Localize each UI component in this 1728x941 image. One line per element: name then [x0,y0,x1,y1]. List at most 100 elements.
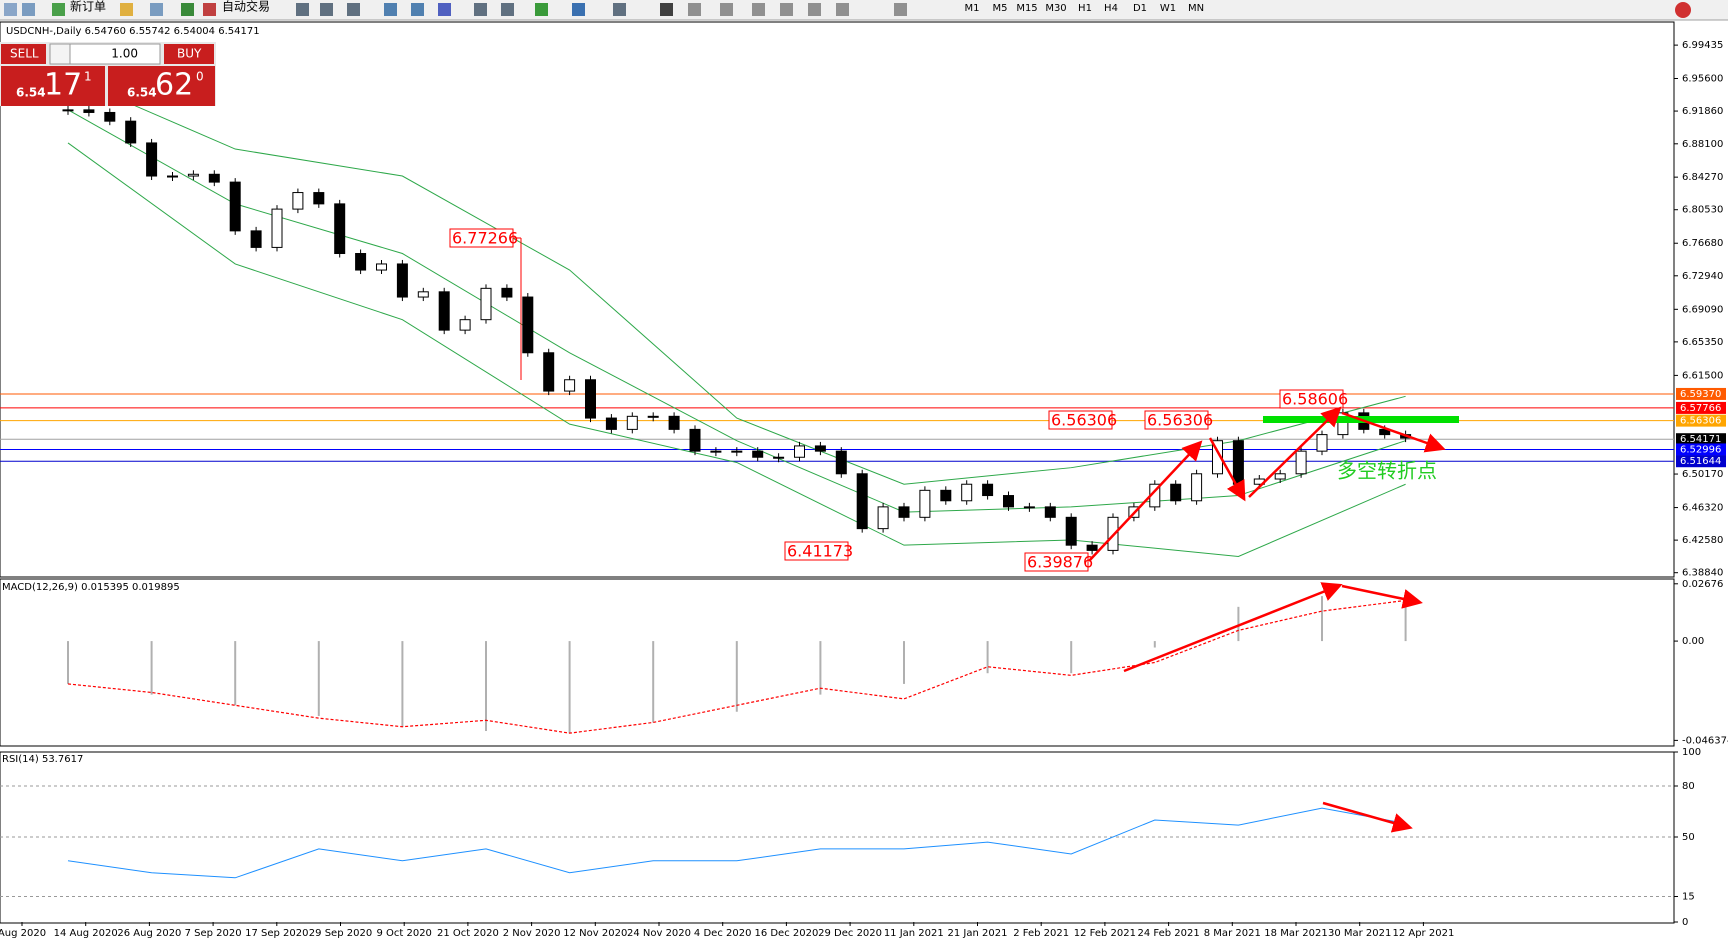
candle [1232,440,1244,485]
icon[interactable] [384,3,397,16]
timeframe[interactable]: MN [1188,3,1204,14]
candle [1295,450,1307,475]
candle [1191,473,1203,502]
icon[interactable] [181,3,194,16]
buy-label[interactable]: BUY [177,47,202,61]
y-tick-label: 6.50170 [1682,469,1723,480]
arrow [1248,406,1342,498]
timeframe[interactable]: D1 [1133,3,1147,14]
arrows [1088,406,1446,833]
new-order-icon[interactable] [52,3,65,16]
timeframe[interactable]: W1 [1160,3,1176,14]
histogram-bar [819,641,822,695]
y-tick-label: 6.69090 [1682,304,1723,315]
annotation: 6.56306 [1147,411,1213,430]
series-line [67,599,1406,734]
candle [961,483,973,502]
icon[interactable] [808,3,821,16]
macd-title: MACD(12,26,9) 0.015395 0.019895 [2,582,180,593]
timeframe[interactable]: M5 [993,3,1008,14]
candle [626,415,638,430]
timeframe[interactable]: H4 [1104,3,1118,14]
y-tick-label: 50 [1682,832,1695,843]
y-tick-label: 6.88100 [1682,139,1723,150]
icon[interactable] [572,3,585,16]
candle [376,263,387,271]
candle [208,173,220,183]
timeframe[interactable]: M15 [1016,3,1037,14]
buy-button[interactable] [164,44,214,64]
y-tick-label: -0.046374 [1682,735,1728,746]
timeframe[interactable]: H1 [1078,3,1092,14]
x-tick-label: 7 Sep 2020 [185,928,242,939]
lot-spinner[interactable] [49,43,71,65]
x-tick-label: 21 Oct 2020 [437,928,499,939]
icon[interactable] [347,3,360,16]
arrow [1341,584,1423,609]
sell-label[interactable]: SELL [10,47,39,61]
lot-value[interactable]: 1.00 [111,47,138,61]
sell-button[interactable] [1,44,46,64]
icon[interactable] [4,3,17,16]
icon[interactable] [150,3,163,16]
histogram-bar [485,641,487,732]
alert-icon[interactable] [1675,2,1691,18]
level-label: 6.57766 [1680,403,1721,414]
candle [501,287,513,298]
icon[interactable] [474,3,487,16]
x-tick-label: 21 Jan 2021 [948,928,1008,939]
icon[interactable] [720,3,733,16]
toolbar-items: 新订单 自动交易 M1 M5 M15 M30 H1 H4 D1 W1 MN [4,0,1691,18]
candle [835,450,847,475]
x-tick-label: 2 Nov 2020 [503,928,561,939]
lot-input[interactable] [69,43,161,65]
auto-trading[interactable]: 自动交易 [222,0,270,14]
icon[interactable] [120,3,133,16]
icon[interactable] [22,3,35,16]
candle [585,379,596,419]
icon[interactable] [501,3,514,16]
x-tick-label: 11 Jan 2021 [884,928,944,939]
histogram-bar [1237,606,1240,642]
candle [877,506,889,530]
icon[interactable] [535,3,548,16]
icon[interactable] [752,3,765,16]
icon[interactable] [660,3,673,16]
sell-price[interactable] [1,66,105,106]
series-line [67,807,1406,879]
histogram-bar [568,641,571,734]
histogram-bar [1153,641,1156,648]
icon[interactable] [613,3,626,16]
new-order[interactable]: 新订单 [70,0,106,14]
level-label: 6.52996 [1680,444,1721,455]
annotation-box [784,541,849,561]
icon[interactable] [438,3,451,16]
candle [313,192,325,205]
candle [83,109,95,113]
icon[interactable] [411,3,424,16]
icon[interactable] [780,3,793,16]
candle [940,489,952,502]
candle [1274,473,1286,480]
y-tick-label: 0.00 [1682,636,1704,647]
timeframe[interactable]: M1 [965,3,980,14]
icon[interactable] [894,3,907,16]
candle [919,489,931,518]
icon[interactable] [688,3,701,16]
icon[interactable] [836,3,849,16]
x-tick-label: 12 Apr 2021 [1392,928,1454,939]
y-tick-label: 6.76680 [1682,238,1723,249]
y-tick-label: 0.02676 [1682,579,1723,590]
arrow [1088,440,1203,562]
level-label-bg [1676,387,1726,400]
icon[interactable] [320,3,333,16]
x-tick-label: Aug 2020 [0,928,46,939]
timeframe[interactable]: M30 [1045,3,1066,14]
plots: 6.99435 6.95600 6.91860 6.88100 6.84270 6.805… [0,40,1728,939]
histogram-bar [234,641,237,706]
buy-price[interactable] [108,66,215,106]
candle [1044,506,1056,518]
icon[interactable] [296,3,309,16]
y-tick-label: 6.46320 [1682,503,1723,514]
auto-trading-icon[interactable] [203,3,216,16]
